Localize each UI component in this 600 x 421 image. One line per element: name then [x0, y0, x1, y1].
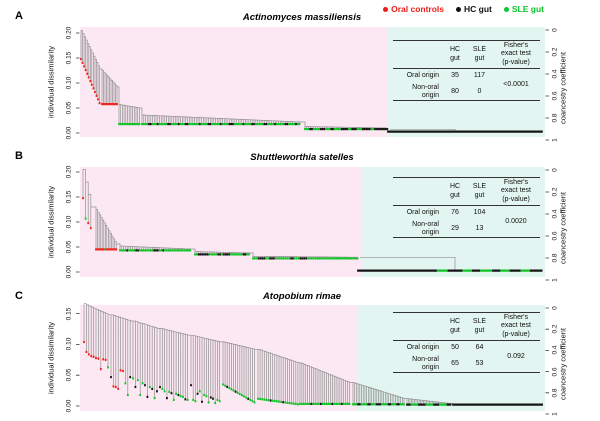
axis-tick-label: 0: [551, 28, 559, 32]
axis-tick-label: 0.05: [65, 368, 73, 382]
legend-item-oral-controls: Oral controls: [383, 4, 444, 14]
panel-b-title: Shuttleworthia satelles: [250, 152, 354, 163]
axis-tick-label: 0.10: [65, 76, 73, 90]
axis-tick-label: 0.8: [551, 253, 559, 263]
green-dot-icon: [503, 6, 509, 12]
p-value: 0.0020: [492, 205, 540, 239]
axis-tick-label: 0.2: [551, 187, 559, 197]
axis-tick-label: 1: [551, 278, 559, 282]
table-corner: [393, 177, 443, 206]
row-label: Non-oral origin: [393, 356, 443, 374]
row-label: Oral origin: [406, 209, 439, 217]
legend-item-hc-gut: HC gut: [456, 4, 492, 14]
axis-tick-label: 0.6: [551, 91, 559, 101]
col-header-hc: HC gut: [443, 177, 467, 206]
legend: Oral controls HC gut SLE gut: [383, 4, 544, 14]
col-header-sle: SLE gut: [467, 40, 492, 69]
cell: 80: [443, 84, 467, 102]
p-value: <0.0001: [492, 68, 540, 102]
y-axis-label-left: individual dissimilarity: [46, 185, 56, 259]
y-axis-label-left: individual dissimilarity: [46, 45, 56, 119]
fisher-test-table: HC gut SLE gut Fisher's exact test (p-va…: [393, 177, 540, 239]
col-header-fisher: Fisher's exact test (p-value): [492, 312, 540, 341]
legend-label: HC gut: [464, 4, 492, 14]
y-axis-label-left: individual dissimilarity: [46, 321, 56, 395]
legend-label: Oral controls: [391, 4, 445, 14]
fisher-test-table: HC gut SLE gut Fisher's exact test (p-va…: [393, 312, 540, 374]
cell: 65: [443, 356, 467, 374]
cell: 104: [473, 209, 486, 217]
axis-tick-label: 0.15: [65, 307, 73, 320]
axis-tick-label: 0.10: [65, 338, 73, 351]
row-label: Oral origin: [406, 72, 439, 80]
panel-c-title: Atopobium rimae: [262, 291, 342, 302]
axis-tick-label: 1: [551, 412, 559, 416]
black-dot-icon: [456, 6, 462, 12]
axis-tick-label: 0.00: [65, 399, 73, 413]
axis-tick-label: 0.20: [65, 26, 73, 40]
red-dot-icon: [383, 6, 389, 12]
cell: 13: [467, 221, 492, 239]
col-header-fisher: Fisher's exact test (p-value): [492, 40, 540, 69]
row-label: Non-oral origin: [393, 221, 443, 239]
axis-tick-label: 0.2: [551, 47, 559, 57]
col-header-hc: HC gut: [443, 312, 467, 341]
axis-tick-label: 0.6: [551, 231, 559, 241]
y-axis-label-right: coancestry coefficient: [558, 328, 568, 400]
axis-tick-label: 0.2: [551, 324, 559, 334]
axis-tick-label: 0.00: [65, 126, 73, 140]
row-label: Oral origin: [406, 344, 439, 352]
axis-tick-label: 0.6: [551, 367, 559, 377]
axis-tick-label: 0.20: [65, 165, 73, 179]
table-corner: [393, 312, 443, 341]
axis-tick-label: 0.8: [551, 113, 559, 123]
panel-b-label: B: [15, 150, 23, 162]
panel-c-label: C: [15, 290, 23, 302]
table-corner: [393, 40, 443, 69]
axis-tick-label: 0: [551, 306, 559, 310]
axis-tick-label: 0.15: [65, 190, 73, 204]
cell: 64: [475, 344, 484, 352]
col-header-sle: SLE gut: [467, 177, 492, 206]
cell: 29: [443, 221, 467, 239]
axis-tick-label: 0.05: [65, 101, 73, 115]
cell: 35: [451, 72, 459, 80]
legend-label: SLE gut: [511, 4, 544, 14]
p-value: 0.092: [492, 340, 540, 374]
cell: 0: [467, 84, 492, 102]
axis-tick-label: 0.05: [65, 240, 73, 254]
axis-tick-label: 0.15: [65, 51, 73, 65]
panel-a-title: Actinomyces massiliensis: [242, 12, 362, 23]
cell: 50: [451, 344, 459, 352]
axis-tick-label: 0.4: [551, 345, 559, 355]
axis-tick-label: 1: [551, 138, 559, 142]
panel-a-label: A: [15, 10, 23, 22]
axis-tick-label: 0.10: [65, 215, 73, 229]
axis-tick-label: 0.00: [65, 265, 73, 279]
cell: 76: [451, 209, 459, 217]
col-header-fisher: Fisher's exact test (p-value): [492, 177, 540, 206]
fisher-test-table: HC gut SLE gut Fisher's exact test (p-va…: [393, 40, 540, 102]
col-header-sle: SLE gut: [467, 312, 492, 341]
legend-item-sle-gut: SLE gut: [503, 4, 544, 14]
axis-tick-label: 0.8: [551, 388, 559, 398]
cell: 53: [467, 356, 492, 374]
axis-tick-label: 0: [551, 168, 559, 172]
axis-tick-label: 0.4: [551, 209, 559, 219]
y-axis-label-right: coancestry coefficient: [558, 52, 568, 124]
axis-tick-label: 0.4: [551, 69, 559, 79]
row-label: Non-oral origin: [393, 84, 443, 102]
y-axis-label-right: coancestry coefficient: [558, 192, 568, 264]
cell: 117: [473, 72, 486, 80]
col-header-hc: HC gut: [443, 40, 467, 69]
